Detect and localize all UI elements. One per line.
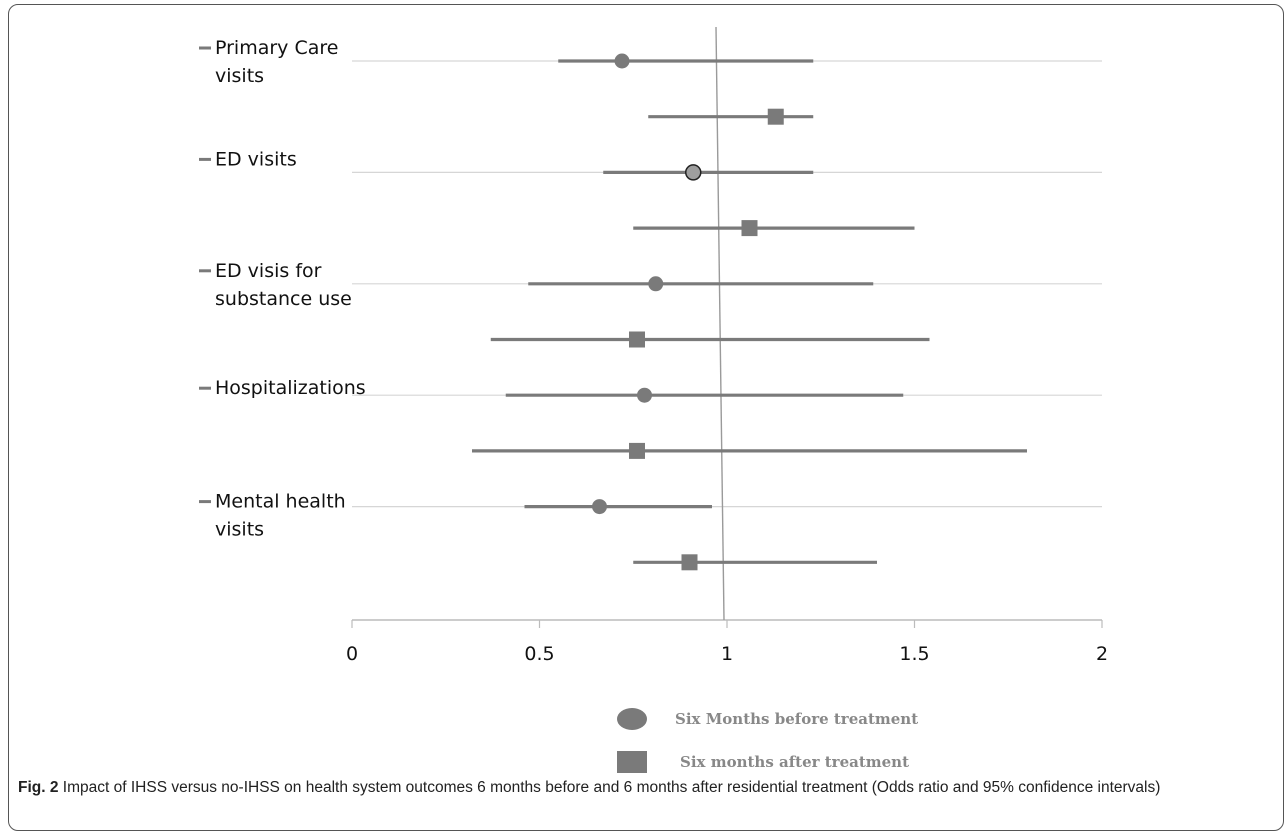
x-tick-label: 2 (1096, 643, 1108, 665)
reference-line (715, 26, 725, 621)
caption-label: Fig. 2 (18, 779, 59, 796)
point-marker (614, 53, 630, 69)
legend-circle-marker (617, 708, 647, 730)
point-marker (592, 499, 607, 515)
x-tick-label: 0.5 (524, 643, 554, 665)
legend-label: Six Months before treatment (675, 710, 918, 728)
category-label: ED visits (215, 148, 297, 170)
category-label: visits (215, 519, 264, 541)
point-marker (741, 220, 758, 237)
caption-text: Impact of IHSS versus no-IHSS on health … (62, 779, 1161, 796)
category-label: substance use (215, 288, 352, 310)
figure-frame (8, 4, 1284, 831)
point-marker (767, 108, 784, 125)
category-label: Primary Care (215, 37, 338, 59)
point-marker (648, 276, 664, 292)
category-label: Mental health (215, 491, 346, 513)
legend-square-marker (617, 751, 647, 773)
point-marker (681, 554, 698, 571)
point-marker (629, 442, 645, 459)
figure-caption: Fig. 2 Impact of IHSS versus no-IHSS on … (18, 777, 1268, 799)
point-marker (685, 164, 702, 181)
x-tick-label: 0 (346, 643, 358, 665)
point-marker (629, 331, 645, 348)
category-label: visits (215, 65, 264, 87)
category-label: Hospitalizations (215, 377, 366, 399)
point-marker (637, 387, 652, 403)
x-tick-label: 1 (721, 643, 733, 665)
legend-label: Six months after treatment (680, 753, 909, 771)
forest-plot: 0 0.5 1 1.5 2 Primary Care visits ED visits ED v… (199, 26, 1108, 773)
category-label: ED visis for (215, 260, 322, 282)
x-tick-label: 1.5 (899, 643, 929, 665)
